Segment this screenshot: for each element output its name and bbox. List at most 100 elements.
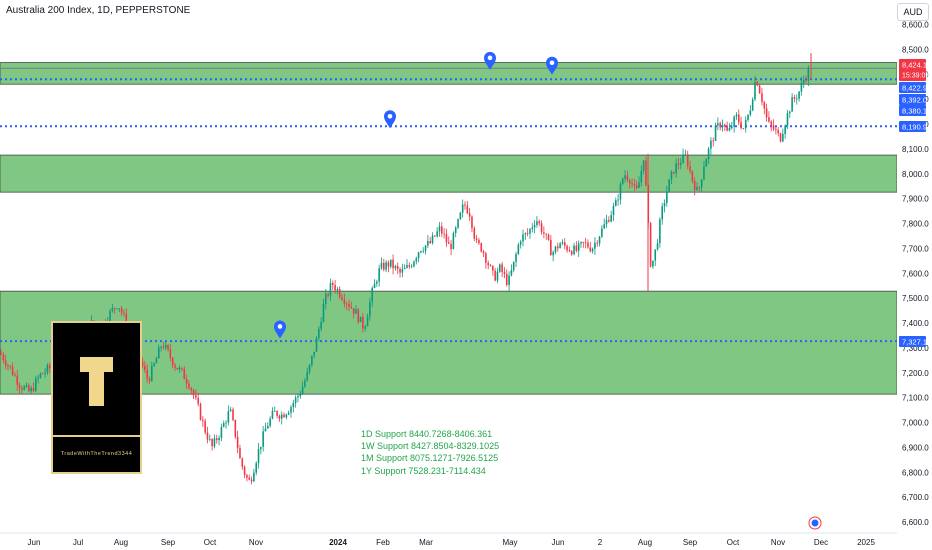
candle-body xyxy=(9,365,12,367)
candle-body xyxy=(473,228,476,239)
candle-body xyxy=(485,253,487,263)
candle-body xyxy=(496,271,499,281)
brand-logo: TradeWithTheTrend3344 xyxy=(51,321,142,474)
candle-body xyxy=(37,377,39,379)
candle-body xyxy=(21,388,23,390)
candle-body xyxy=(253,472,255,482)
candle-body xyxy=(731,126,733,129)
candle-body xyxy=(480,243,483,252)
candle-body xyxy=(169,349,172,358)
candle-body xyxy=(260,446,262,450)
candle-body xyxy=(529,229,531,234)
candle-body xyxy=(35,378,37,391)
candle-body xyxy=(492,265,494,271)
symbol-title[interactable]: Australia 200 Index, 1D, PEPPERSTONE xyxy=(6,5,191,16)
candle-body xyxy=(601,228,603,237)
candle-body xyxy=(631,183,633,185)
x-tick-label: Nov xyxy=(771,538,785,547)
candle-body xyxy=(737,114,740,123)
candle-body xyxy=(494,270,496,281)
candle-body xyxy=(359,316,362,323)
candle-body xyxy=(628,180,631,184)
candle-body xyxy=(633,184,636,186)
event-flag-icon-inner xyxy=(811,519,819,527)
candle-body xyxy=(222,423,225,427)
candle-body xyxy=(192,390,195,396)
candle-body xyxy=(596,242,599,244)
price-badge-label: 8,424.1 xyxy=(902,61,927,70)
candle-body xyxy=(188,383,190,389)
candle-body xyxy=(0,352,2,355)
candle-body xyxy=(689,166,691,171)
candle-body xyxy=(798,91,800,99)
candle-body xyxy=(376,281,378,284)
candle-body xyxy=(543,232,545,234)
candle-body xyxy=(587,242,589,248)
logo-letter-icon xyxy=(80,357,113,406)
candle-body xyxy=(712,140,715,142)
y-tick-label: 8,500.0 xyxy=(902,45,929,54)
candle-body xyxy=(550,239,552,256)
candle-body xyxy=(4,360,7,366)
candle-body xyxy=(345,303,348,305)
candle-body xyxy=(464,204,466,206)
candle-body xyxy=(7,365,9,367)
x-tick-label: 2024 xyxy=(329,538,347,547)
candle-body xyxy=(714,125,717,141)
candle-body xyxy=(387,262,390,267)
candle-body xyxy=(777,130,779,134)
candle-body xyxy=(250,479,253,482)
candle-body xyxy=(352,308,355,314)
candle-body xyxy=(257,449,260,464)
candle-body xyxy=(742,128,745,129)
candle-body xyxy=(510,270,513,276)
candle-body xyxy=(598,236,601,244)
candle-body xyxy=(610,215,612,222)
candle-body xyxy=(16,375,19,385)
logo-text: TradeWithTheTrend3344 xyxy=(60,451,133,457)
candle-body xyxy=(805,80,807,81)
candle-body xyxy=(155,358,158,364)
candle-body xyxy=(675,163,677,174)
support-note-1w: 1W Support 8427.8504-8329.1025 xyxy=(361,441,500,452)
currency-button[interactable]: AUD xyxy=(897,3,929,21)
candle-body xyxy=(519,241,522,245)
candle-body xyxy=(457,219,459,228)
candle-body xyxy=(311,355,313,365)
candle-body xyxy=(167,345,169,350)
candle-body xyxy=(693,180,696,191)
candle-body xyxy=(533,225,536,228)
candle-body xyxy=(392,259,394,269)
x-tick-label: Mar xyxy=(419,538,433,547)
candle-body xyxy=(331,283,334,285)
candle-body xyxy=(740,122,742,129)
candle-body xyxy=(287,412,290,415)
candle-body xyxy=(728,128,731,131)
candle-body xyxy=(195,395,197,398)
candle-body xyxy=(364,326,367,329)
candle-body xyxy=(434,235,436,237)
candle-body xyxy=(278,416,281,419)
candle-body xyxy=(645,160,647,186)
candle-body xyxy=(775,128,777,131)
logo-letter-glyph xyxy=(80,357,113,406)
candle-body xyxy=(162,346,165,348)
y-tick-label: 7,000.0 xyxy=(902,419,929,428)
candle-body xyxy=(246,475,248,478)
candle-body xyxy=(679,163,682,165)
candle-body xyxy=(343,299,346,304)
candle-body xyxy=(501,264,503,273)
support-note-1m: 1M Support 8075.1271-7926.5125 xyxy=(361,453,499,464)
candle-body xyxy=(48,365,51,369)
candle-body xyxy=(489,265,492,267)
candle-body xyxy=(652,260,654,267)
candle-body xyxy=(763,102,766,109)
candle-body xyxy=(320,322,322,329)
candle-body xyxy=(612,205,615,216)
candle-body xyxy=(789,111,791,114)
candle-body xyxy=(677,163,680,165)
candle-body xyxy=(355,309,357,314)
candle-body xyxy=(770,121,773,126)
price-badge-countdown: 15:39:09 xyxy=(902,73,929,80)
